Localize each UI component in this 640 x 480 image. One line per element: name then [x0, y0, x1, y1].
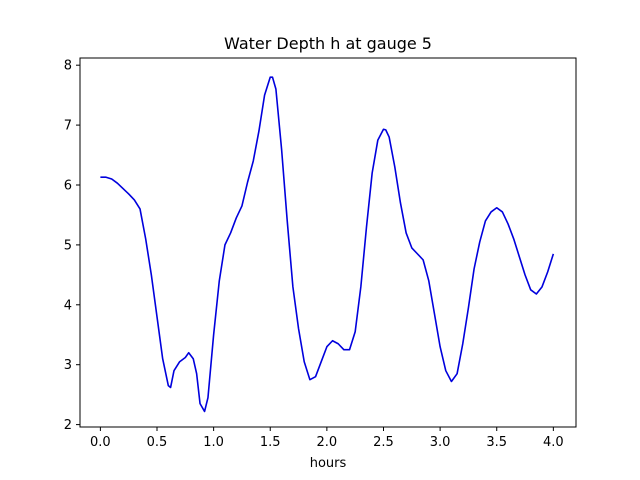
- x-tick-label: 2.0: [317, 435, 338, 450]
- y-tick-label: 3: [64, 358, 72, 373]
- y-axis: 2 3 4 5 6 7 8: [64, 59, 80, 433]
- y-tick-label: 7: [64, 119, 72, 134]
- x-axis: 0.0 0.5 1.0 1.5 2.0 2.5 3.0 3.5 4.0: [90, 427, 564, 450]
- y-tick-label: 4: [64, 298, 72, 313]
- x-tick-label: 2.5: [373, 435, 394, 450]
- chart-title: Water Depth h at gauge 5: [224, 34, 432, 53]
- series-line-0: [100, 76, 555, 413]
- x-tick-label: 1.5: [260, 435, 281, 450]
- x-tick-label: 3.0: [430, 435, 451, 450]
- x-axis-label: hours: [310, 456, 347, 471]
- y-tick-label: 8: [64, 59, 72, 74]
- y-tick-label: 5: [64, 238, 72, 253]
- y-tick-label: 2: [64, 418, 72, 433]
- y-tick-label: 6: [64, 178, 72, 193]
- plot-area: [100, 76, 555, 413]
- plot-frame: [79, 57, 577, 428]
- x-tick-label: 3.5: [486, 435, 507, 450]
- x-tick-label: 0.5: [147, 435, 168, 450]
- x-tick-label: 4.0: [543, 435, 564, 450]
- x-tick-label: 1.0: [203, 435, 224, 450]
- x-tick-label: 0.0: [90, 435, 111, 450]
